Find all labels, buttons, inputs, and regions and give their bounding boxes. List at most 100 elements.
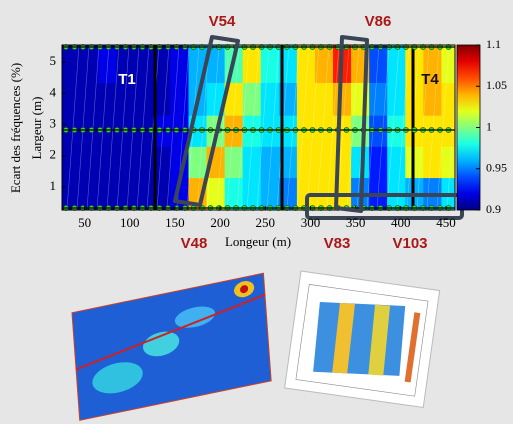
- thumb-blob: [92, 362, 143, 394]
- heat-cell: [441, 82, 456, 116]
- streak: [326, 44, 340, 211]
- heat-cell: [206, 177, 226, 211]
- heat-cell: [80, 177, 99, 211]
- heat-cell: [80, 146, 99, 179]
- streak: [426, 44, 440, 211]
- annotation: V86: [365, 13, 392, 30]
- streak: [206, 44, 220, 211]
- heat-cell: [116, 146, 135, 179]
- thumb-map: [332, 302, 355, 374]
- x-tick-label: 300: [301, 215, 321, 230]
- heat-cell: [314, 146, 334, 179]
- heat-cell: [80, 45, 99, 83]
- streak: [216, 44, 230, 211]
- heat-cell: [369, 146, 388, 179]
- heat-cell: [62, 115, 81, 147]
- heat-cell: [98, 146, 117, 179]
- streak: [256, 44, 270, 211]
- heat-cell: [152, 45, 171, 83]
- heat-cell: [152, 82, 171, 116]
- heat-cell: [296, 177, 316, 211]
- heat-cell: [170, 82, 189, 116]
- thumbnail-heatmap: [71, 272, 272, 421]
- x-tick-label: 450: [436, 215, 456, 230]
- heat-cell: [134, 177, 153, 211]
- heat-cell: [369, 82, 388, 116]
- x-tick-label: 200: [210, 215, 230, 230]
- heat-cell: [405, 45, 424, 83]
- thumb-line: [75, 293, 266, 371]
- thumb-blob: [174, 306, 216, 328]
- thumb-blob: [240, 285, 249, 294]
- thumb-map: [368, 304, 391, 376]
- y-axis-label: Largeur (m): [29, 97, 44, 160]
- annotation: V48: [181, 235, 208, 252]
- streak: [396, 44, 410, 211]
- heat-cell: [296, 45, 316, 83]
- streak: [226, 44, 240, 211]
- heat-cell: [405, 82, 424, 116]
- annotation: V54: [209, 13, 236, 30]
- colorbar-tick-label: 0.9: [486, 202, 501, 216]
- heat-cell: [405, 146, 424, 179]
- heat-cell: [116, 177, 135, 211]
- heat-cell: [62, 45, 81, 83]
- thumb-colorbar: [404, 312, 421, 383]
- heat-cell: [242, 45, 262, 83]
- streak: [286, 44, 300, 211]
- colorbar-tick-label: 1.1: [486, 37, 501, 51]
- heat-cell: [116, 82, 135, 116]
- heat-cell: [62, 146, 81, 179]
- plot-frame: [61, 44, 456, 211]
- streak: [156, 44, 170, 211]
- streak: [116, 44, 130, 211]
- heat-cell: [423, 82, 442, 116]
- x-axis-label: Longeur (m): [225, 234, 291, 249]
- heat-cell: [296, 146, 316, 179]
- y-tick-label: 1: [50, 178, 57, 193]
- heat-cell: [260, 177, 280, 211]
- streak: [66, 44, 80, 211]
- y-tick-label: 2: [50, 147, 57, 162]
- heat-cell: [152, 177, 171, 211]
- heat-cell: [188, 146, 208, 179]
- thumb-axes: [295, 284, 429, 397]
- y-tick-label: 5: [50, 53, 57, 68]
- heat-cell: [296, 82, 316, 116]
- thumb-map: [313, 302, 406, 376]
- colorbar-tick-label: 1: [486, 119, 492, 133]
- heat-cell: [314, 115, 334, 147]
- heat-cell: [62, 177, 81, 211]
- heat-cell: [423, 146, 442, 179]
- heat-cell: [314, 82, 334, 116]
- heat-cell: [242, 146, 262, 179]
- x-tick-label: 350: [346, 215, 366, 230]
- heatmap-plot: [62, 45, 456, 211]
- streak: [436, 44, 450, 211]
- annotation: T4: [421, 71, 439, 88]
- streak: [96, 44, 110, 211]
- y-tick-label: 4: [50, 84, 57, 99]
- y-tick-label: 3: [50, 116, 57, 131]
- heat-cell: [387, 45, 406, 83]
- x-tick-label: 150: [165, 215, 185, 230]
- heat-cell: [134, 82, 153, 116]
- heat-cell: [423, 45, 442, 83]
- heat-cell: [387, 146, 406, 179]
- heat-cell: [242, 82, 262, 116]
- x-tick-label: 400: [391, 215, 411, 230]
- x-tick-label: 100: [120, 215, 140, 230]
- streak: [86, 44, 100, 211]
- annotation: V103: [392, 235, 427, 252]
- streak: [386, 44, 400, 211]
- highlight-box: [334, 35, 369, 213]
- overlay: [61, 35, 470, 220]
- thumbnail-figure: [284, 270, 441, 409]
- highlight-box: [173, 35, 240, 207]
- annotation: V83: [324, 235, 351, 252]
- heat-cell: [116, 45, 135, 83]
- x-tick-label: 50: [78, 215, 91, 230]
- heat-cell: [242, 177, 262, 211]
- heat-cell: [351, 146, 370, 179]
